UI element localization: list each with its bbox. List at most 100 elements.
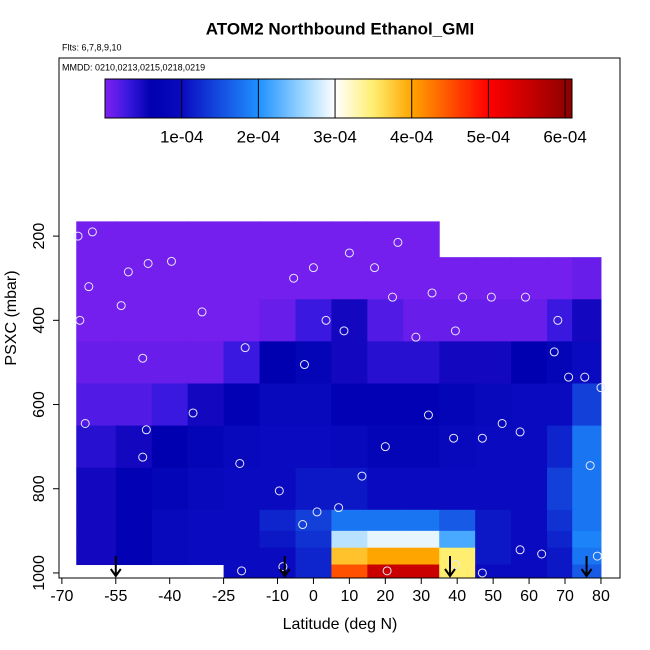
observation-point — [380, 442, 390, 452]
observation-point — [411, 332, 421, 342]
heatmap-cell — [572, 299, 602, 342]
heatmap-cell — [475, 467, 512, 511]
observation-point — [274, 486, 284, 496]
x-tick-label: 70 — [556, 588, 574, 605]
heatmap-cell — [475, 564, 512, 578]
heatmap-cell — [187, 383, 225, 427]
heatmap-cell — [367, 467, 404, 511]
x-tick-label: -70 — [50, 588, 73, 605]
heatmap-cell — [547, 341, 573, 384]
heatmap — [76, 221, 602, 578]
observation-point — [357, 471, 367, 481]
heatmap-cell — [511, 467, 548, 511]
heatmap-cell — [259, 257, 296, 300]
heatmap-cell — [187, 425, 225, 469]
observation-point — [334, 503, 344, 513]
heatmap-cell — [367, 221, 404, 258]
heatmap-cell — [367, 383, 404, 427]
heatmap-cell — [439, 341, 476, 384]
observation-point — [477, 433, 487, 443]
heatmap-cell — [403, 547, 440, 566]
observation-point — [497, 418, 507, 428]
heatmap-cell — [439, 299, 476, 342]
heatmap-cell — [331, 425, 368, 469]
observation-point — [553, 315, 563, 325]
heatmap-cell — [331, 530, 368, 549]
observation-point — [427, 288, 437, 298]
heatmap-cell — [295, 341, 332, 384]
heatmap-cell — [115, 383, 153, 427]
observation-point — [458, 292, 468, 302]
heatmap-cell — [572, 530, 602, 549]
heatmap-cell — [187, 530, 225, 549]
colorbar — [104, 78, 573, 119]
x-tick-label: 10 — [340, 588, 358, 605]
heatmap-cell — [403, 221, 440, 258]
heatmap-cell — [331, 257, 368, 300]
heatmap-cell — [367, 564, 404, 578]
heatmap-cell — [475, 547, 512, 566]
observation-point — [370, 263, 380, 273]
colorbar-tick-label: 4e-04 — [390, 127, 433, 146]
heatmap-cell — [223, 509, 261, 532]
heatmap-cell — [511, 299, 548, 342]
heatmap-cell — [259, 341, 296, 384]
heatmap-cell — [475, 341, 512, 384]
observation-point — [564, 372, 574, 382]
heatmap-cell — [403, 425, 440, 469]
heatmap-cell — [295, 257, 332, 300]
heatmap-cell — [439, 425, 476, 469]
heatmap-cell — [331, 547, 368, 566]
heatmap-cell — [331, 467, 368, 511]
observation-point — [344, 248, 354, 258]
observation-point — [537, 549, 547, 559]
observation-point — [138, 353, 148, 363]
heatmap-cell — [295, 299, 332, 342]
heatmap-cell — [367, 425, 404, 469]
observation-point — [197, 307, 207, 317]
heatmap-cell — [76, 509, 117, 532]
heatmap-cell — [439, 383, 476, 427]
flight-arrow — [278, 556, 291, 578]
heatmap-cell — [331, 564, 368, 578]
observation-point — [515, 545, 525, 555]
heatmap-cell — [511, 425, 548, 469]
heatmap-cell — [403, 564, 440, 578]
heatmap-cell — [76, 530, 117, 549]
heatmap-cell — [259, 383, 296, 427]
heatmap-cell — [115, 530, 153, 549]
heatmap-cell — [511, 341, 548, 384]
heatmap-cell — [115, 467, 153, 511]
heatmap-cell — [115, 221, 153, 258]
flight-arrow — [109, 556, 122, 578]
observation-point — [240, 343, 250, 353]
heatmap-cell — [572, 467, 602, 511]
heatmap-cell — [151, 547, 189, 566]
heatmap-cell — [115, 341, 153, 384]
heatmap-cell — [223, 299, 261, 342]
heatmap-cell — [151, 221, 189, 258]
heatmap-cell — [475, 530, 512, 549]
heatmap-cell — [115, 425, 153, 469]
heatmap-cell — [115, 299, 153, 342]
observation-point — [123, 267, 133, 277]
heatmap-cell — [367, 530, 404, 549]
heatmap-cell — [187, 299, 225, 342]
heatmap-cell — [115, 257, 153, 300]
observation-point — [388, 292, 398, 302]
heatmap-cell — [475, 257, 512, 300]
x-tick-label: -40 — [158, 588, 181, 605]
observation-point — [141, 425, 151, 435]
heatmap-cell — [331, 341, 368, 384]
x-tick-label: 40 — [448, 588, 466, 605]
observation-point — [520, 292, 530, 302]
observation-point — [423, 410, 433, 420]
heatmap-cell — [367, 547, 404, 566]
heatmap-cell — [403, 383, 440, 427]
observation-point — [382, 566, 392, 576]
observation-point — [80, 418, 90, 428]
heatmap-cell — [572, 341, 602, 384]
heatmap-cell — [547, 547, 573, 566]
heatmap-cell — [223, 257, 261, 300]
